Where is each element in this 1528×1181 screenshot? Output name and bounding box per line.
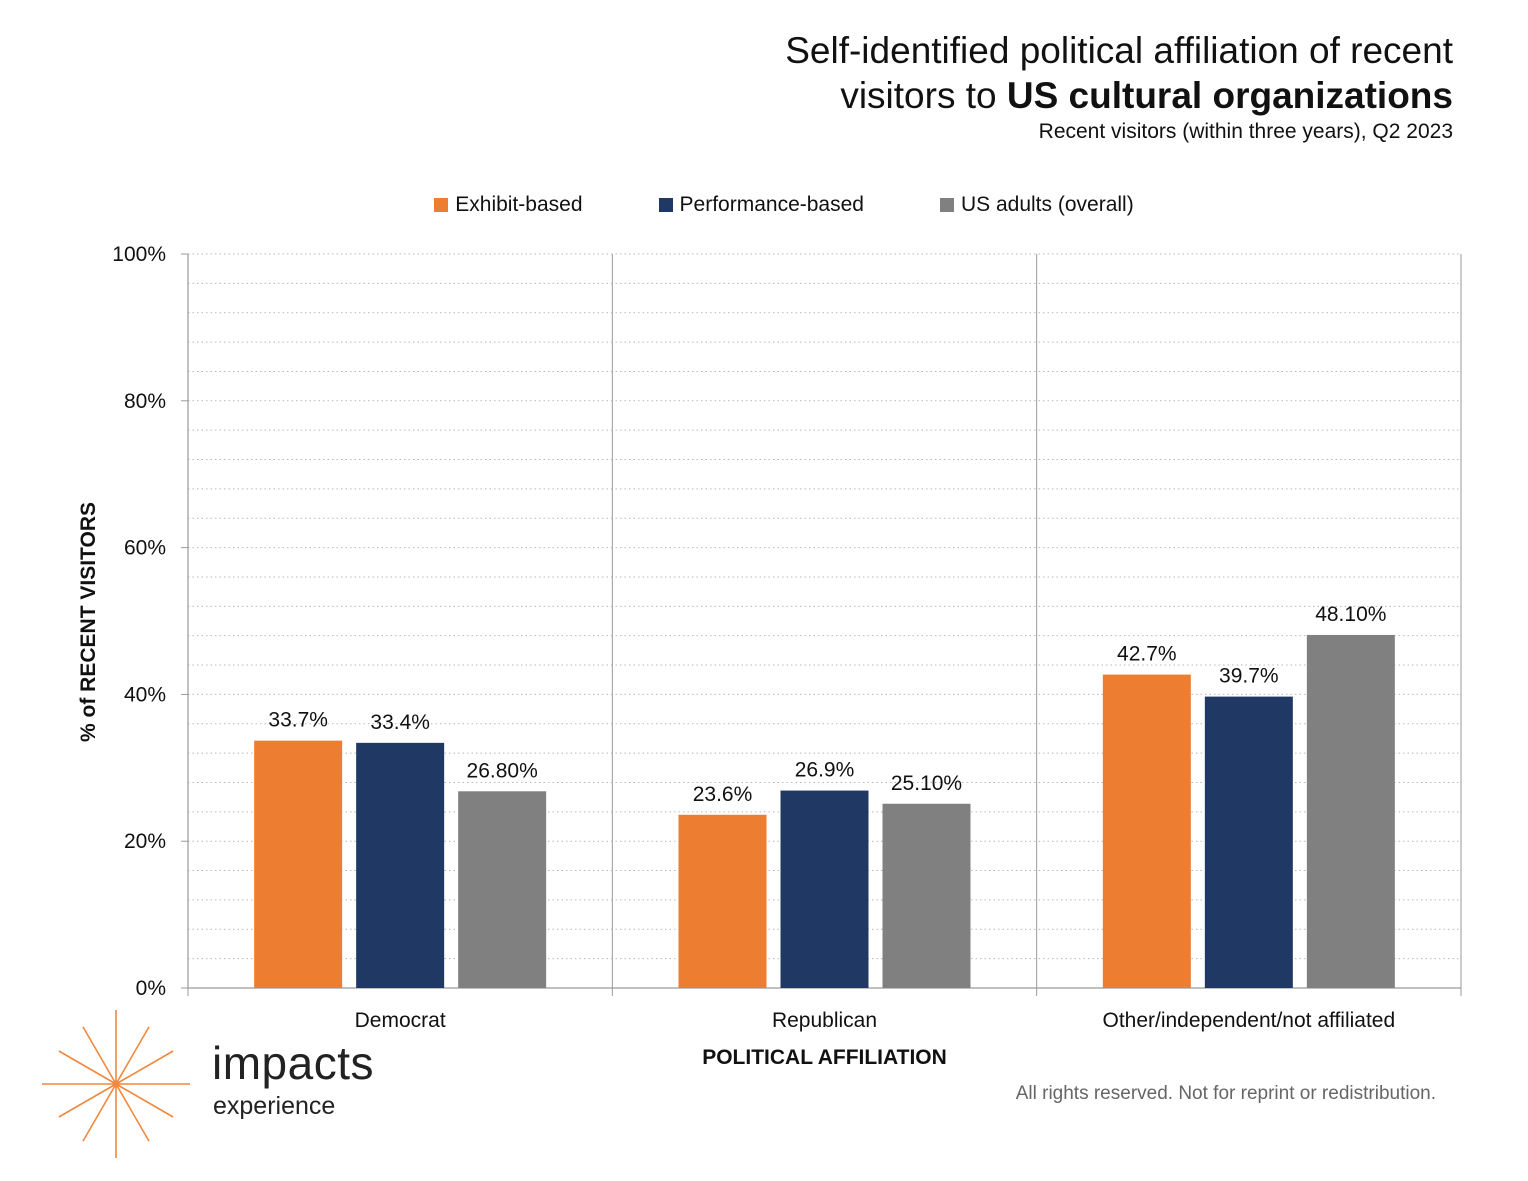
data-label: 26.80%	[467, 759, 538, 782]
legend-swatch-us-adults	[939, 198, 954, 212]
starburst-center	[112, 1080, 120, 1088]
starburst-ray	[82, 1083, 117, 1142]
bar	[1306, 634, 1395, 988]
y-tick-label: 60%	[124, 537, 166, 560]
legend-item-performance: Performance-based	[658, 193, 864, 217]
starburst-ray	[58, 1083, 117, 1118]
legend-item-us-adults: US adults (overall)	[939, 193, 1134, 217]
y-tick-label: 80%	[124, 390, 166, 413]
x-tick-label: Other/independent/not affiliated	[1102, 1009, 1395, 1032]
starburst-ray	[115, 1026, 150, 1085]
starburst-ray	[115, 1083, 150, 1142]
data-label: 33.4%	[370, 711, 430, 734]
starburst-ray	[58, 1050, 117, 1085]
data-label: 42.7%	[1117, 643, 1177, 666]
starburst-icon	[42, 1010, 190, 1158]
logo-wordmark: impacts	[212, 1037, 374, 1089]
data-label: 48.10%	[1315, 603, 1386, 626]
bar	[254, 740, 343, 988]
bar	[780, 790, 869, 988]
legend-swatch-performance	[658, 198, 673, 212]
legend-label-exhibit: Exhibit-based	[455, 193, 583, 216]
chart-title-line2-plain: visitors to	[840, 75, 1007, 116]
bar	[458, 791, 547, 988]
data-label: 26.9%	[795, 759, 855, 782]
legend-item-exhibit: Exhibit-based	[434, 193, 583, 217]
bar	[1204, 696, 1293, 988]
y-tick-label: 100%	[112, 243, 166, 266]
copyright-notice: All rights reserved. Not for reprint or …	[1015, 1083, 1436, 1104]
x-tick-label: Democrat	[355, 1009, 446, 1032]
chart-title-line2: visitors to US cultural organizations	[785, 73, 1453, 118]
starburst-ray	[115, 1050, 174, 1085]
legend-label-us-adults: US adults (overall)	[960, 193, 1134, 216]
bar	[356, 742, 445, 988]
data-label: 39.7%	[1219, 665, 1279, 688]
legend-label-performance: Performance-based	[679, 193, 864, 216]
bar	[882, 803, 971, 988]
starburst-ray	[82, 1026, 117, 1085]
starburst-ray	[115, 1083, 174, 1118]
x-axis-title: POLITICAL AFFILIATION	[702, 1046, 947, 1069]
y-axis-title: % of RECENT VISITORS	[77, 502, 100, 742]
chart-subtitle: Recent visitors (within three years), Q2…	[1038, 120, 1453, 143]
chart-title-line1: Self-identified political affiliation of…	[785, 30, 1453, 71]
chart-title: Self-identified political affiliation of…	[785, 28, 1453, 118]
data-label: 33.7%	[268, 709, 328, 732]
data-label: 25.10%	[891, 772, 962, 795]
y-tick-label: 40%	[124, 683, 166, 706]
legend-swatch-exhibit	[434, 198, 449, 212]
chart-title-line2-bold: US cultural organizations	[1006, 75, 1453, 116]
x-tick-label: Republican	[772, 1009, 877, 1032]
logo-subtitle: experience	[213, 1092, 336, 1120]
bar	[1102, 674, 1191, 988]
bar	[678, 814, 767, 988]
y-tick-label: 0%	[136, 977, 166, 1000]
legend: Exhibit-based Performance-based US adult…	[0, 193, 1528, 217]
y-tick-label: 20%	[124, 830, 166, 853]
data-label: 23.6%	[693, 783, 753, 806]
